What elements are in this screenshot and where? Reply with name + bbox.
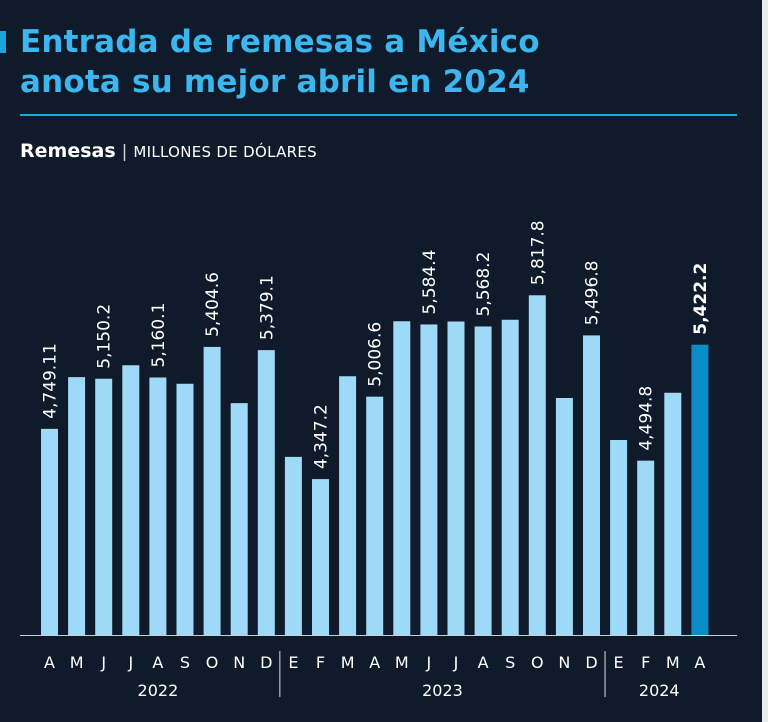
bar-8 bbox=[257, 350, 275, 635]
subtitle-label: Remesas bbox=[20, 140, 116, 162]
subtitle-unit: MILLONES DE DÓLARES bbox=[133, 143, 317, 161]
year-label-2024: 2024 bbox=[639, 681, 680, 700]
x-tick-3: J bbox=[127, 653, 133, 672]
page-edge bbox=[762, 0, 768, 722]
data-label-10: 4,347.2 bbox=[312, 404, 332, 469]
bar-19 bbox=[555, 398, 573, 635]
bar-3 bbox=[122, 365, 140, 635]
x-tick-20: D bbox=[585, 653, 597, 672]
bar-4 bbox=[149, 377, 167, 635]
chart-subtitle: Remesas | MILLONES DE DÓLARES bbox=[20, 140, 317, 162]
x-tick-0: A bbox=[44, 653, 55, 672]
title-line-2: anota su mejor abril en 2024 bbox=[20, 64, 530, 100]
title-divider bbox=[20, 114, 737, 116]
x-tick-1: M bbox=[70, 653, 84, 672]
bar-1 bbox=[68, 377, 86, 635]
data-label-8: 5,379.1 bbox=[257, 275, 277, 340]
x-tick-7: N bbox=[233, 653, 245, 672]
x-tick-13: M bbox=[395, 653, 409, 672]
bar-10 bbox=[312, 479, 329, 635]
data-label-0: 4,749.11 bbox=[41, 343, 61, 419]
x-tick-9: E bbox=[288, 653, 298, 672]
bar-7 bbox=[230, 403, 248, 635]
x-tick-21: E bbox=[614, 653, 624, 672]
bar-16 bbox=[474, 326, 492, 635]
subtitle-separator: | bbox=[121, 142, 128, 162]
bar-17 bbox=[501, 319, 519, 635]
data-label-12: 5,006.6 bbox=[366, 322, 386, 387]
x-tick-12: A bbox=[369, 653, 380, 672]
x-tick-6: O bbox=[206, 653, 219, 672]
title-accent-bar bbox=[0, 31, 6, 53]
data-label-4: 5,160.1 bbox=[149, 303, 169, 368]
year-label-2023: 2023 bbox=[422, 681, 463, 700]
chart-title: Entrada de remesas a México anota su mej… bbox=[20, 22, 540, 102]
data-label-6: 5,404.6 bbox=[203, 272, 223, 337]
bar-15 bbox=[447, 321, 465, 635]
x-tick-19: N bbox=[558, 653, 570, 672]
data-label-20: 5,496.8 bbox=[583, 261, 603, 326]
x-tick-8: D bbox=[260, 653, 272, 672]
x-tick-15: J bbox=[453, 653, 459, 672]
x-tick-14: J bbox=[426, 653, 432, 672]
bar-13 bbox=[393, 321, 411, 635]
x-tick-2: J bbox=[100, 653, 106, 672]
bar-11 bbox=[339, 376, 357, 635]
bar-21 bbox=[610, 440, 628, 635]
data-label-14: 5,584.4 bbox=[420, 250, 440, 315]
data-label-22: 4,494.8 bbox=[637, 386, 657, 451]
x-tick-16: A bbox=[478, 653, 489, 672]
bar-20 bbox=[583, 335, 600, 635]
x-tick-17: S bbox=[505, 653, 515, 672]
bar-14 bbox=[420, 324, 438, 635]
bar-23 bbox=[664, 392, 682, 635]
year-label-2022: 2022 bbox=[138, 681, 179, 700]
x-tick-24: A bbox=[694, 653, 705, 672]
bar-24 bbox=[691, 344, 709, 635]
x-tick-22: F bbox=[641, 653, 650, 672]
x-tick-18: O bbox=[531, 653, 544, 672]
title-line-1: Entrada de remesas a México bbox=[20, 24, 540, 60]
bar-2 bbox=[95, 378, 113, 635]
data-label-16: 5,568.2 bbox=[474, 252, 494, 317]
bar-12 bbox=[366, 396, 384, 635]
x-tick-4: A bbox=[152, 653, 163, 672]
bar-5 bbox=[176, 383, 194, 635]
bar-22 bbox=[637, 460, 655, 635]
data-label-2: 5,150.2 bbox=[95, 304, 115, 369]
x-tick-5: S bbox=[180, 653, 190, 672]
bar-6 bbox=[203, 346, 221, 635]
x-tick-23: M bbox=[666, 653, 680, 672]
bar-0 bbox=[41, 428, 58, 635]
bar-9 bbox=[284, 456, 302, 635]
data-label-24: 5,422.2 bbox=[691, 263, 711, 335]
bar-18 bbox=[528, 295, 546, 635]
x-tick-11: M bbox=[341, 653, 355, 672]
data-label-18: 5,817.8 bbox=[528, 220, 548, 285]
x-tick-10: F bbox=[316, 653, 325, 672]
